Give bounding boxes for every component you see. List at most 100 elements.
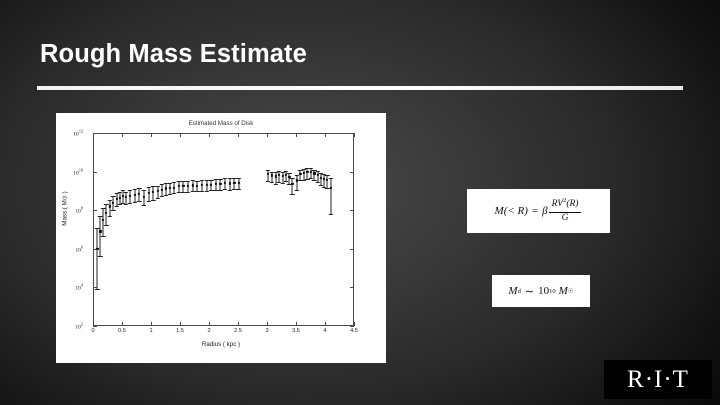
chart-data-point <box>322 178 325 181</box>
chart-error-bar-cap <box>120 203 126 205</box>
chart-error-bar-cap <box>232 189 237 191</box>
chart-error-bar <box>109 199 111 216</box>
chart-error-bar <box>105 204 107 225</box>
chart-x-tick-label: 4 <box>323 328 327 334</box>
formula2-base: 10 <box>538 285 550 297</box>
chart-data-point <box>196 184 199 187</box>
chart-error-bar-cap <box>146 200 151 202</box>
chart-error-bar-cap <box>312 169 317 171</box>
formula2-symbol: M <box>508 285 518 297</box>
formula-mass-enclosed: M(< R) = β RV2(R) G <box>467 189 610 233</box>
chart-error-bar-cap <box>107 199 112 201</box>
chart-image: Estimated Mass of Disk Mass ( M⊙ ) 102 10… <box>56 113 386 363</box>
formula1-numerator: RV2(R) <box>551 197 579 210</box>
formula1-fraction: RV2(R) G <box>548 197 582 223</box>
chart-error-bar-cap <box>199 190 205 192</box>
chart-y-tick <box>350 210 354 212</box>
chart-error-bar-cap <box>98 216 103 218</box>
chart-error-bar-cap <box>315 171 321 173</box>
chart-x-tick <box>151 133 152 137</box>
chart-error-bar-cap <box>227 189 232 191</box>
chart-error-bar-cap <box>137 188 142 190</box>
chart-error-bar-cap <box>301 179 307 181</box>
chart-error-bar-cap <box>301 169 307 171</box>
chart-data-point <box>313 172 316 175</box>
chart-data-point <box>319 176 322 179</box>
chart-error-bar-cap <box>159 196 165 198</box>
chart-error-bar <box>323 174 325 187</box>
chart-data-point <box>299 172 302 175</box>
chart-error-bar <box>317 171 319 182</box>
chart-error-bar-cap <box>117 204 123 206</box>
chart-y-tick <box>350 248 354 250</box>
chart-data-point <box>121 195 125 198</box>
chart-error-bar-cap <box>132 201 137 203</box>
chart-error-bar <box>313 169 315 180</box>
chart-data-point <box>223 181 227 185</box>
chart-error-bar-cap <box>213 179 218 181</box>
chart-x-tick <box>296 322 297 326</box>
chart-y-tick <box>350 287 354 289</box>
formula2-tilde: ∼ <box>524 285 535 298</box>
chart-error-bar-cap <box>318 185 323 187</box>
chart-data-point <box>284 173 288 176</box>
chart-data-point <box>228 182 231 185</box>
chart-error-bar-cap <box>227 178 232 179</box>
chart-error-bar-cap <box>328 178 333 180</box>
chart-error-bar-cap <box>298 180 303 182</box>
chart-data-point <box>316 173 319 176</box>
chart-data-point <box>105 212 108 215</box>
chart-error-bar-cap <box>190 180 195 182</box>
chart-error-bar-cap <box>328 214 333 216</box>
chart-x-tick-label: 3 <box>265 328 269 334</box>
chart-y-tick-label: 1012 <box>73 128 83 138</box>
chart-error-bar-cap <box>287 172 292 174</box>
chart-data-point <box>277 173 281 176</box>
chart-error-bar-cap <box>324 188 330 190</box>
chart-error-bar-cap <box>150 186 156 188</box>
chart-error-bar <box>330 178 332 215</box>
chart-y-tick-label: 102 <box>75 321 83 331</box>
chart-data-point <box>124 196 127 199</box>
chart-error-bar-cap <box>181 191 186 193</box>
chart-y-tick <box>93 171 97 173</box>
chart-title: Estimated Mass of Disk <box>188 120 254 127</box>
chart-data-point <box>112 201 115 204</box>
chart-error-bar-cap <box>155 197 160 199</box>
formula1-fraction-bar <box>548 211 582 213</box>
chart-y-tick <box>93 210 97 212</box>
chart-error-bar-cap <box>308 167 314 169</box>
chart-x-tick <box>325 133 326 137</box>
rit-logo-text: R·I·T <box>627 366 689 393</box>
chart-error-bar-cap <box>150 199 156 201</box>
chart-data-point <box>295 179 299 182</box>
chart-error-bar-cap <box>321 186 326 188</box>
chart-error-bar <box>306 168 308 179</box>
formula1-equals: = <box>531 205 539 217</box>
chart-y-tick <box>350 133 354 134</box>
chart-x-tick <box>122 322 123 326</box>
chart-data-point <box>142 196 145 199</box>
chart-error-bar-cap <box>185 191 191 193</box>
chart-data-point <box>128 194 132 197</box>
chart-data-point <box>119 196 122 199</box>
chart-x-tick <box>267 322 268 326</box>
chart-data-point <box>102 218 105 221</box>
chart-error-bar <box>291 178 293 194</box>
chart-error-bar-cap <box>163 183 169 185</box>
chart-data-point <box>329 186 332 190</box>
chart-error-bar-cap <box>273 183 278 185</box>
chart-y-tick <box>93 133 97 134</box>
chart-error-bar-cap <box>236 177 242 179</box>
chart-data-point <box>291 183 294 186</box>
chart-data-point <box>233 181 236 185</box>
chart-error-bar-cap <box>95 288 100 290</box>
chart-error-bar <box>285 170 287 182</box>
chart-error-bar-cap <box>132 189 137 190</box>
chart-error-bar <box>310 167 312 178</box>
chart-error-bar-cap <box>141 190 147 192</box>
chart-data-point <box>133 193 136 196</box>
chart-x-tick <box>209 322 210 326</box>
chart-data-point <box>152 191 155 194</box>
chart-x-tick <box>93 133 94 137</box>
